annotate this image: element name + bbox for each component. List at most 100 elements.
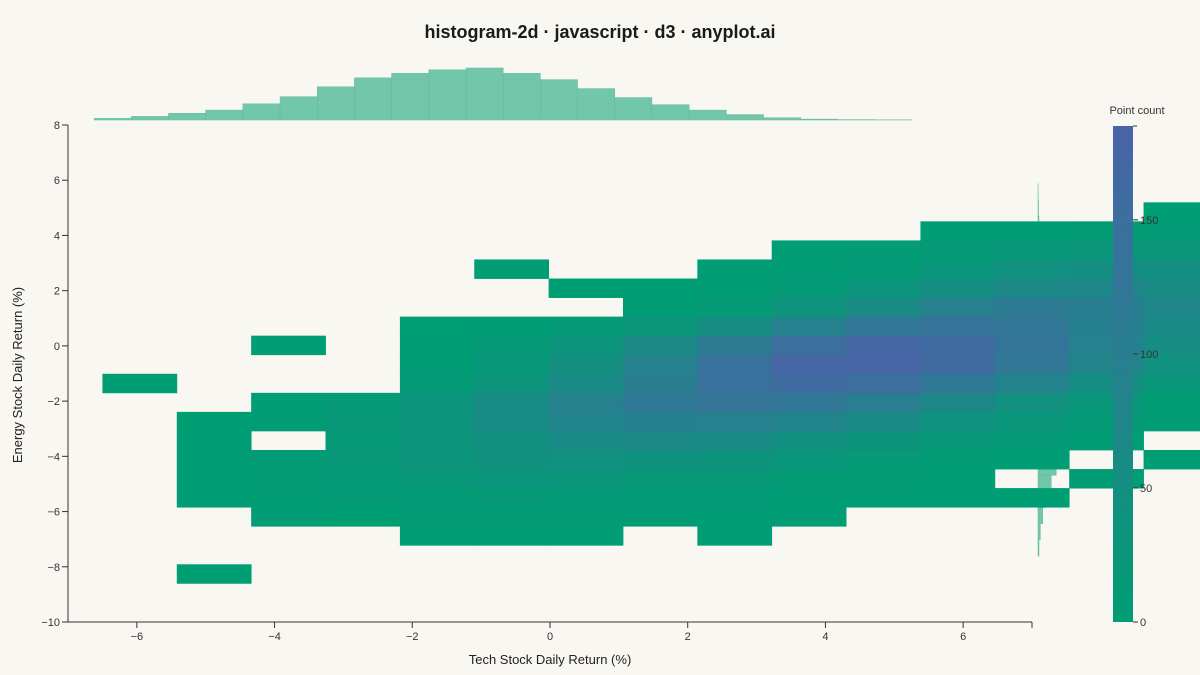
heatmap-cell bbox=[1143, 335, 1200, 356]
marginal-y-bar bbox=[1037, 507, 1043, 524]
heatmap-cell bbox=[251, 507, 326, 527]
heatmap-cell bbox=[994, 259, 1070, 279]
heatmap-cell bbox=[771, 469, 847, 489]
heatmap-cell bbox=[771, 449, 847, 470]
heatmap-cell bbox=[1143, 316, 1200, 337]
heatmap-cell bbox=[474, 449, 550, 470]
heatmap-cell bbox=[771, 240, 847, 260]
heatmap-cell bbox=[697, 278, 773, 298]
heatmap-cell bbox=[399, 526, 475, 546]
heatmap-cell bbox=[251, 411, 326, 432]
x-tick-label: −4 bbox=[268, 631, 281, 643]
heatmap-cell bbox=[697, 335, 773, 356]
heatmap-cell bbox=[697, 354, 773, 375]
marginal-x-bar bbox=[763, 117, 801, 121]
y-axis-label: Energy Stock Daily Return (%) bbox=[10, 287, 25, 463]
marginal-x-bar bbox=[93, 118, 132, 121]
heatmap-cell bbox=[176, 430, 252, 451]
heatmap-cell bbox=[399, 488, 475, 508]
marginal-x-bar bbox=[614, 97, 653, 121]
heatmap-cell bbox=[920, 221, 996, 241]
heatmap-cell bbox=[251, 335, 326, 356]
heatmap-cell bbox=[994, 240, 1070, 260]
heatmap-cell bbox=[771, 354, 847, 375]
heatmap-cell bbox=[697, 469, 773, 489]
heatmap-cell bbox=[846, 297, 921, 318]
heatmap-cell bbox=[920, 259, 996, 279]
marginal-x-bar bbox=[577, 88, 615, 121]
heatmap-cell bbox=[920, 240, 996, 260]
y-tick-label: −4 bbox=[47, 451, 60, 463]
heatmap-cell bbox=[325, 507, 401, 527]
heatmap-cell bbox=[697, 507, 773, 527]
heatmap-cell bbox=[474, 316, 550, 337]
heatmap-cell bbox=[1143, 373, 1200, 394]
marginal-x-bar bbox=[651, 104, 690, 121]
heatmap-cell bbox=[548, 316, 624, 337]
heatmap-cell bbox=[771, 373, 847, 394]
heatmap-cell bbox=[697, 373, 773, 394]
y-tick-label: 2 bbox=[54, 286, 60, 298]
heatmap-cell bbox=[771, 297, 847, 318]
marginal-x-bar bbox=[428, 69, 467, 121]
heatmap-cell bbox=[474, 507, 550, 527]
heatmap-cell bbox=[399, 430, 475, 451]
x-tick-label: 4 bbox=[822, 631, 828, 643]
heatmap-cell bbox=[622, 278, 698, 298]
heatmap-cell bbox=[622, 297, 698, 318]
heatmap-cell bbox=[399, 449, 475, 470]
heatmap-cell bbox=[474, 430, 550, 451]
marginal-x-histogram bbox=[93, 67, 913, 121]
heatmap-cell bbox=[176, 411, 252, 432]
heatmap-cell bbox=[325, 411, 401, 432]
heatmap-cell bbox=[325, 488, 401, 508]
heatmap-cell bbox=[1143, 392, 1200, 413]
heatmap-cell bbox=[771, 278, 847, 298]
heatmap-cell bbox=[994, 354, 1070, 375]
colorbar-gradient bbox=[1113, 126, 1133, 622]
colorbar-label: Point count bbox=[1109, 105, 1164, 117]
heatmap-cell bbox=[474, 469, 550, 489]
heatmap-cell bbox=[697, 392, 773, 413]
heatmap-cell bbox=[399, 392, 475, 413]
y-tick-label: −2 bbox=[47, 396, 60, 408]
heatmap-cell bbox=[474, 392, 550, 413]
heatmap-cell bbox=[697, 316, 773, 337]
chart-title: histogram-2d · javascript · d3 · anyplot… bbox=[424, 22, 775, 42]
marginal-x-bar bbox=[279, 96, 318, 121]
heatmap-cell bbox=[920, 469, 996, 489]
heatmap-cell bbox=[622, 373, 698, 394]
heatmap-cell bbox=[399, 411, 475, 432]
heatmap-cell bbox=[1143, 278, 1200, 298]
marginal-y-bar bbox=[1037, 539, 1040, 557]
heatmap-cell bbox=[622, 449, 698, 470]
heatmap-cell bbox=[325, 469, 401, 489]
heatmap-cell bbox=[548, 278, 624, 298]
x-tick-label: 0 bbox=[547, 631, 553, 643]
heatmap-cell bbox=[474, 373, 550, 394]
marginal-x-bar bbox=[688, 109, 727, 121]
y-tick-label: −8 bbox=[47, 562, 60, 574]
heatmap-cell bbox=[548, 335, 624, 356]
heatmap-cell bbox=[176, 488, 252, 508]
heatmap-cell bbox=[920, 392, 996, 413]
heatmap-cell bbox=[399, 373, 475, 394]
heatmap-cell bbox=[399, 469, 475, 489]
heatmap-cell bbox=[920, 411, 996, 432]
heatmap-cell bbox=[697, 297, 773, 318]
heatmap-cell bbox=[176, 449, 252, 470]
heatmap-cell bbox=[622, 354, 698, 375]
heatmap-cell bbox=[846, 411, 921, 432]
heatmap-cell bbox=[399, 335, 475, 356]
heatmap-cell bbox=[474, 411, 550, 432]
heatmap-cell bbox=[1143, 354, 1200, 375]
heatmap-cell bbox=[251, 488, 326, 508]
x-tick-label: 2 bbox=[685, 631, 691, 643]
heatmap-cell bbox=[251, 392, 326, 413]
heatmap-cell bbox=[622, 430, 698, 451]
y-tick-label: −10 bbox=[41, 617, 60, 629]
heatmap-cell bbox=[399, 507, 475, 527]
heatmap-cell bbox=[622, 392, 698, 413]
marginal-x-bar bbox=[131, 116, 169, 121]
